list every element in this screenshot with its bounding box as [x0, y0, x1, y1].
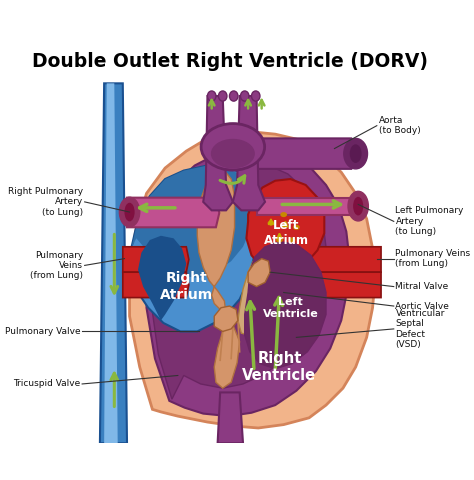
Text: Right
Atrium: Right Atrium	[160, 272, 213, 301]
Ellipse shape	[350, 144, 362, 163]
Polygon shape	[123, 272, 189, 298]
Polygon shape	[146, 147, 350, 416]
Text: Right
Ventricle: Right Ventricle	[242, 351, 317, 383]
Ellipse shape	[276, 238, 283, 242]
Polygon shape	[131, 166, 255, 278]
Polygon shape	[306, 272, 381, 298]
Text: Left
Ventricle: Left Ventricle	[263, 297, 319, 319]
Ellipse shape	[208, 91, 216, 101]
Polygon shape	[238, 255, 268, 335]
Ellipse shape	[219, 91, 227, 101]
Polygon shape	[138, 236, 186, 321]
Text: Ventricular
Septal
Defect
(VSD): Ventricular Septal Defect (VSD)	[395, 309, 445, 349]
Ellipse shape	[293, 225, 300, 230]
Polygon shape	[214, 306, 238, 332]
Text: Pulmonary
Veins
(from Lung): Pulmonary Veins (from Lung)	[30, 251, 83, 280]
Ellipse shape	[348, 192, 368, 221]
Ellipse shape	[240, 91, 249, 101]
Polygon shape	[104, 84, 118, 443]
Ellipse shape	[289, 238, 295, 242]
Polygon shape	[203, 96, 233, 210]
Ellipse shape	[125, 203, 135, 221]
Polygon shape	[245, 242, 326, 369]
Text: Aorta
(to Body): Aorta (to Body)	[379, 116, 420, 135]
Text: Left
Atrium: Left Atrium	[264, 219, 309, 247]
Polygon shape	[256, 198, 360, 215]
Polygon shape	[129, 132, 375, 428]
Polygon shape	[129, 166, 260, 332]
Polygon shape	[127, 198, 219, 228]
Polygon shape	[248, 259, 270, 287]
Polygon shape	[197, 170, 240, 388]
Ellipse shape	[353, 197, 363, 216]
Text: Right Pulmonary
Artery
(to Lung): Right Pulmonary Artery (to Lung)	[8, 187, 83, 217]
Polygon shape	[246, 179, 324, 274]
Ellipse shape	[201, 123, 264, 170]
Polygon shape	[152, 164, 328, 399]
Ellipse shape	[252, 91, 260, 101]
Ellipse shape	[344, 138, 367, 169]
Polygon shape	[123, 247, 189, 272]
Polygon shape	[218, 393, 243, 443]
Text: Pulmonary Veins
(from Lung): Pulmonary Veins (from Lung)	[395, 249, 471, 268]
Text: Pulmonary Valve: Pulmonary Valve	[5, 327, 81, 336]
Ellipse shape	[229, 91, 238, 101]
Text: Mitral Valve: Mitral Valve	[395, 282, 449, 291]
Polygon shape	[306, 247, 381, 272]
Ellipse shape	[211, 139, 255, 168]
Polygon shape	[233, 96, 265, 210]
Text: Aortic Valve: Aortic Valve	[395, 301, 449, 311]
Text: Left Pulmonary
Artery
(to Lung): Left Pulmonary Artery (to Lung)	[395, 206, 464, 236]
Polygon shape	[256, 138, 360, 169]
Ellipse shape	[119, 197, 140, 227]
Text: Tricuspid Valve: Tricuspid Valve	[13, 380, 81, 388]
Ellipse shape	[280, 212, 287, 217]
Text: Double Outlet Right Ventricle (DORV): Double Outlet Right Ventricle (DORV)	[32, 52, 428, 71]
Ellipse shape	[268, 220, 274, 226]
Polygon shape	[100, 84, 127, 443]
